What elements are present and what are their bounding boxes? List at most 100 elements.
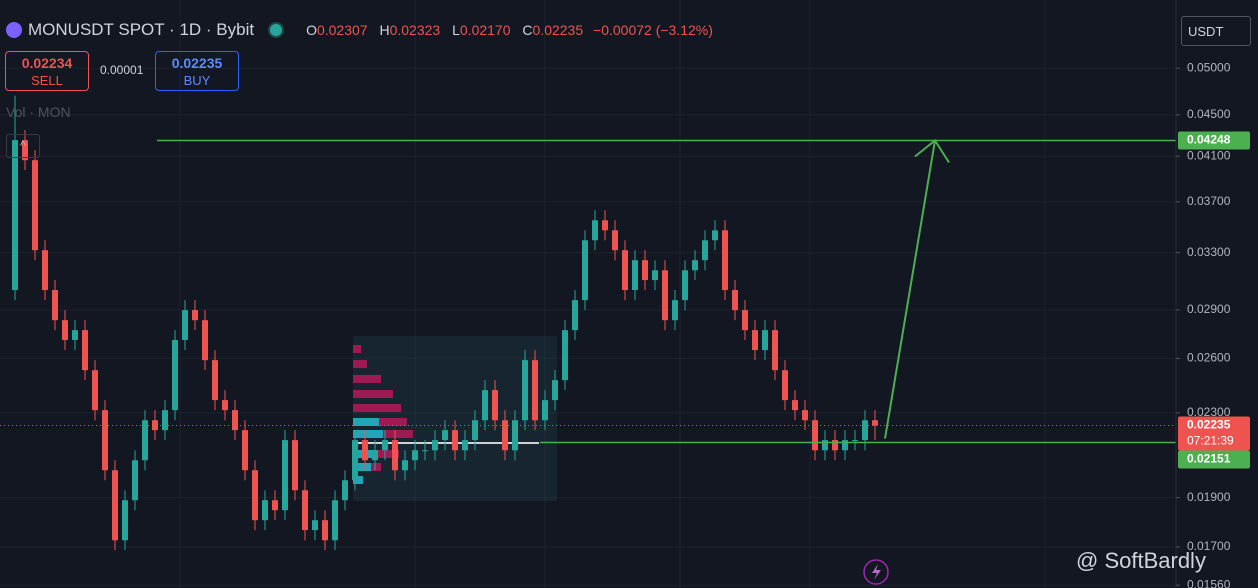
candle-body (442, 430, 448, 441)
candle-body (42, 250, 48, 291)
candle-body (772, 330, 778, 371)
candle-body (302, 490, 308, 531)
candle-body (492, 390, 498, 421)
candle-body (532, 360, 538, 421)
candle-body (402, 460, 408, 471)
flash-icon-bolt (872, 564, 881, 580)
candle-body (592, 220, 598, 241)
y-tick-label: 0.05000 (1187, 60, 1231, 74)
candle-body (842, 440, 848, 451)
candle-body (752, 330, 758, 351)
candle-body (702, 240, 708, 261)
sell-price: 0.02234 (21, 55, 73, 71)
level-tag (1178, 450, 1250, 469)
candle-body (482, 390, 488, 421)
y-tick-label: 0.03700 (1187, 194, 1231, 208)
candle-body (672, 300, 678, 321)
candle-body (872, 420, 878, 426)
candle-body (152, 420, 158, 431)
candle-body (212, 360, 218, 401)
flash-icon[interactable] (863, 559, 889, 585)
watermark: @ SoftBardly (1076, 548, 1206, 573)
logo (6, 22, 22, 38)
candle-body (352, 440, 358, 481)
candle-body (102, 410, 108, 471)
candle-body (722, 230, 728, 291)
collapse-button[interactable]: ^ (6, 134, 40, 158)
candle-body (622, 250, 628, 291)
buy-label: BUY (183, 73, 211, 88)
candle-body (652, 270, 658, 281)
candle-body (732, 290, 738, 311)
ohlc-key: H (379, 22, 390, 38)
candle-body (192, 310, 198, 321)
candle-body (562, 330, 568, 381)
header: MONUSDT SPOT · 1D · Bybit O0.02307 H0.02… (6, 20, 713, 40)
candle-body (572, 300, 578, 331)
candle-body (262, 500, 268, 521)
candle-body (742, 310, 748, 331)
candle-body (802, 410, 808, 421)
last-price-tag (1178, 416, 1250, 451)
candle-body (782, 370, 788, 401)
y-tick-label: 0.01900 (1187, 490, 1231, 504)
arrow (884, 139, 950, 439)
currency-select[interactable]: USDT (1181, 16, 1251, 46)
candle-body (602, 220, 608, 231)
candle-body (372, 450, 378, 461)
ohlc-key: L (452, 22, 460, 38)
candle-body (382, 440, 388, 451)
candle-body (22, 140, 28, 161)
candle-body (252, 470, 258, 521)
candle-body (292, 440, 298, 491)
level-tag (1178, 131, 1250, 150)
candle-body (822, 440, 828, 451)
candle-body (332, 500, 338, 541)
spread: 0.00001 (100, 63, 144, 77)
candle-body (612, 230, 618, 251)
candle-body (422, 450, 428, 452)
candle-body (412, 450, 418, 461)
symbol[interactable]: MONUSDT SPOT · 1D · Bybit (28, 20, 255, 39)
candle-body (132, 460, 138, 501)
ohlc-key: C (522, 22, 533, 38)
candle-body (92, 370, 98, 411)
candle-body (432, 440, 438, 451)
candle-body (512, 420, 518, 451)
ohlc-key: O (306, 22, 317, 38)
y-tick-label: 0.04500 (1187, 107, 1231, 121)
candle-body (52, 290, 58, 321)
candle-body (362, 440, 368, 461)
candle-body (202, 320, 208, 361)
candle-body (122, 500, 128, 541)
candle-body (72, 330, 78, 341)
candle-body (222, 400, 228, 411)
buy-button[interactable]: 0.02235 BUY (155, 51, 239, 91)
last-price-label: 0.02235 (1187, 418, 1231, 432)
candle-body (62, 320, 68, 341)
sell-button[interactable]: 0.02234 SELL (5, 51, 89, 91)
volume-indicator[interactable]: Vol · MON (6, 104, 71, 120)
vertical-grid (179, 0, 1046, 588)
countdown: 07:21:39 (1187, 434, 1234, 448)
candle-body (32, 160, 38, 251)
y-tick-label: 0.01560 (1187, 577, 1231, 588)
candle-body (312, 520, 318, 531)
candle-body (12, 140, 18, 291)
candle-body (322, 520, 328, 541)
candle-body (182, 310, 188, 341)
candle-body (542, 400, 548, 421)
candle-body (462, 440, 468, 451)
candle-body (82, 330, 88, 371)
candle-body (232, 410, 238, 431)
candle-body (862, 420, 868, 441)
y-tick-label: 0.04100 (1187, 148, 1231, 162)
candle-body (582, 240, 588, 301)
ohlc-value: 0.02170 (459, 22, 511, 38)
y-tick-label: 0.01700 (1187, 539, 1231, 553)
candle-body (642, 260, 648, 281)
candle-body (282, 440, 288, 511)
